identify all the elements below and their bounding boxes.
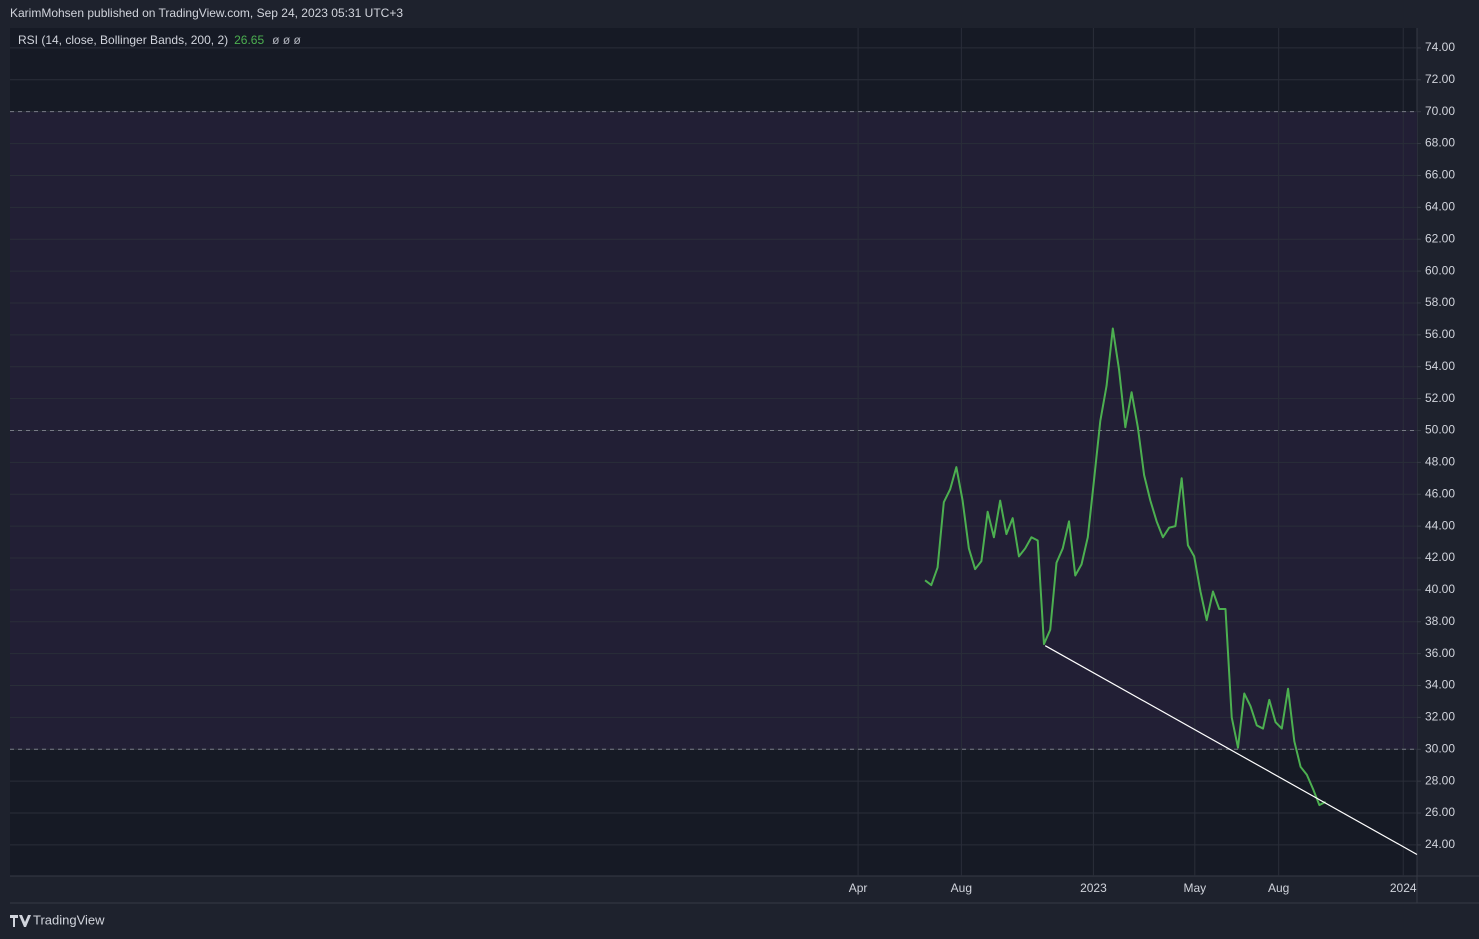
x-tick-label: 2023 xyxy=(1080,881,1107,895)
published-text: KarimMohsen published on TradingView.com… xyxy=(10,6,403,20)
logo-icon xyxy=(10,915,31,927)
y-tick-label: 48.00 xyxy=(1425,455,1455,469)
footer-logo: TradingView xyxy=(10,912,105,927)
x-tick-label: Aug xyxy=(1268,881,1289,895)
y-tick-label: 24.00 xyxy=(1425,837,1455,851)
y-tick-label: 56.00 xyxy=(1425,327,1455,341)
plot-layer xyxy=(10,28,1418,876)
y-tick-label: 58.00 xyxy=(1425,295,1455,309)
y-tick-label: 44.00 xyxy=(1425,518,1455,532)
y-tick-label: 40.00 xyxy=(1425,582,1455,596)
x-tick-label: Aug xyxy=(951,881,972,895)
y-tick-label: 26.00 xyxy=(1425,805,1455,819)
y-tick-label: 52.00 xyxy=(1425,391,1455,405)
x-tick-label: 2024 xyxy=(1390,881,1417,895)
x-tick-label: May xyxy=(1183,881,1206,895)
y-tick-label: 74.00 xyxy=(1425,40,1455,54)
indicator-value: 26.65 xyxy=(234,33,264,47)
legend: RSI (14, close, Bollinger Bands, 200, 2)… xyxy=(18,33,301,47)
y-tick-label: 42.00 xyxy=(1425,550,1455,564)
y-tick-label: 34.00 xyxy=(1425,678,1455,692)
y-tick-label: 72.00 xyxy=(1425,72,1455,86)
y-tick-label: 36.00 xyxy=(1425,646,1455,660)
indicator-name: RSI (14, close, Bollinger Bands, 200, 2) xyxy=(18,33,228,47)
y-tick-label: 30.00 xyxy=(1425,741,1455,755)
rsi-line xyxy=(924,327,1327,807)
trend-line xyxy=(1044,645,1418,856)
y-tick-label: 46.00 xyxy=(1425,486,1455,500)
y-tick-label: 60.00 xyxy=(1425,263,1455,277)
y-tick-label: 70.00 xyxy=(1425,104,1455,118)
indicator-placeholders: ø ø ø xyxy=(272,33,301,47)
y-tick-label: 64.00 xyxy=(1425,199,1455,213)
y-tick-label: 28.00 xyxy=(1425,773,1455,787)
brand: TradingView xyxy=(33,912,105,927)
y-tick-label: 68.00 xyxy=(1425,136,1455,150)
y-tick-label: 54.00 xyxy=(1425,359,1455,373)
y-tick-label: 38.00 xyxy=(1425,614,1455,628)
y-tick-label: 66.00 xyxy=(1425,168,1455,182)
y-tick-label: 62.00 xyxy=(1425,231,1455,245)
y-tick-label: 50.00 xyxy=(1425,423,1455,437)
x-tick-label: Apr xyxy=(849,881,868,895)
y-tick-label: 32.00 xyxy=(1425,710,1455,724)
